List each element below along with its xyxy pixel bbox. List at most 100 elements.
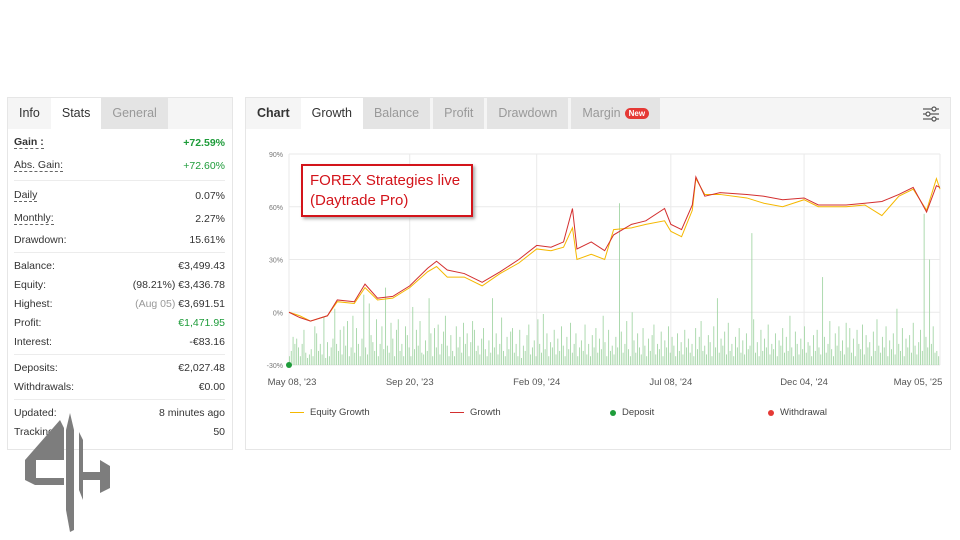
volume-bar bbox=[807, 342, 809, 365]
drawdown-label: Drawdown: bbox=[14, 233, 67, 246]
withdrawals-row: Withdrawals: €0.00 bbox=[14, 377, 225, 396]
balance-value: €3,499.43 bbox=[178, 259, 225, 272]
volume-bar bbox=[874, 350, 876, 365]
volume-bar bbox=[706, 354, 707, 365]
volume-bar bbox=[649, 350, 651, 365]
volume-bar bbox=[327, 342, 328, 365]
volume-bar bbox=[426, 350, 428, 365]
x-tick-label: Feb 09, '24 bbox=[513, 377, 560, 388]
volume-bar bbox=[537, 319, 539, 365]
volume-bar bbox=[597, 352, 599, 365]
volume-bar bbox=[421, 352, 423, 365]
tab-margin-label: Margin bbox=[582, 106, 621, 120]
tab-stats[interactable]: Stats bbox=[50, 98, 102, 129]
volume-bar bbox=[666, 347, 668, 365]
volume-bar bbox=[822, 277, 824, 365]
volume-bar bbox=[577, 356, 579, 365]
volume-bar bbox=[729, 350, 731, 365]
volume-bar bbox=[751, 233, 753, 365]
volume-bar bbox=[912, 322, 914, 365]
monthly-label[interactable]: Monthly: bbox=[14, 212, 54, 225]
volume-bar bbox=[512, 328, 513, 365]
volume-bar bbox=[504, 356, 506, 365]
volume-bar bbox=[325, 357, 327, 365]
volume-bar bbox=[747, 349, 749, 365]
volume-bar bbox=[869, 342, 871, 365]
volume-bar bbox=[655, 354, 657, 365]
monthly-row: Monthly: 2.27% bbox=[14, 207, 225, 230]
volume-bar bbox=[593, 347, 595, 365]
gain-label[interactable]: Gain : bbox=[14, 136, 44, 149]
volume-bar bbox=[307, 357, 309, 365]
volume-bar bbox=[698, 336, 700, 365]
volume-bar bbox=[910, 352, 912, 365]
tab-growth[interactable]: Growth bbox=[300, 98, 363, 129]
deposits-row: Deposits: €2,027.48 bbox=[14, 358, 225, 377]
updated-label: Updated: bbox=[14, 406, 57, 419]
volume-bar bbox=[682, 354, 684, 365]
volume-bar bbox=[348, 356, 350, 365]
volume-bar bbox=[620, 331, 622, 365]
volume-bar bbox=[640, 354, 642, 365]
legend-growth[interactable]: Growth bbox=[450, 407, 501, 418]
tab-balance[interactable]: Balance bbox=[362, 98, 431, 129]
volume-bar bbox=[905, 338, 907, 365]
volume-bar bbox=[570, 322, 571, 365]
volume-bar bbox=[829, 321, 831, 365]
volume-bar bbox=[744, 354, 746, 365]
volume-bar bbox=[395, 329, 397, 365]
profit-label: Profit: bbox=[14, 316, 42, 329]
tab-drawdown[interactable]: Drawdown bbox=[487, 98, 569, 129]
volume-bar bbox=[526, 335, 528, 365]
volume-bar bbox=[709, 342, 711, 365]
chart-label: Chart bbox=[257, 106, 290, 120]
volume-bar bbox=[588, 343, 590, 365]
volume-bar bbox=[778, 340, 780, 365]
interest-row: Interest: -€83.16 bbox=[14, 332, 225, 351]
volume-bar bbox=[615, 336, 617, 365]
volume-bar bbox=[566, 336, 568, 365]
volume-bar bbox=[323, 317, 325, 365]
volume-bar bbox=[347, 321, 348, 365]
volume-bar bbox=[479, 354, 481, 365]
legend-equity[interactable]: Equity Growth bbox=[290, 407, 370, 418]
volume-bar bbox=[697, 349, 698, 365]
volume-bar bbox=[437, 324, 439, 365]
chart-annotation: FOREX Strategies live (Daytrade Pro) bbox=[301, 164, 473, 217]
volume-bar bbox=[834, 333, 836, 365]
abs-gain-value: +72.60% bbox=[183, 159, 225, 172]
volume-bar bbox=[707, 335, 709, 365]
legend-deposit[interactable]: Deposit bbox=[610, 407, 654, 418]
volume-bar bbox=[805, 352, 807, 365]
volume-bar bbox=[638, 347, 640, 365]
volume-bar bbox=[555, 354, 557, 365]
volume-bar bbox=[386, 345, 388, 365]
volume-bar bbox=[716, 298, 718, 365]
volume-bar bbox=[446, 345, 448, 365]
volume-bar bbox=[524, 350, 526, 365]
tab-profit[interactable]: Profit bbox=[433, 98, 485, 129]
volume-bar bbox=[731, 343, 733, 365]
volume-bar bbox=[767, 324, 769, 365]
volume-bar bbox=[339, 329, 341, 365]
tab-info[interactable]: Info bbox=[19, 106, 40, 120]
volume-bar bbox=[776, 356, 778, 365]
equity-value: €3,436.78 bbox=[178, 278, 225, 291]
volume-bar bbox=[628, 349, 630, 365]
highest-date: (Aug 05) bbox=[135, 297, 176, 310]
annotation-line-2: (Daytrade Pro) bbox=[310, 192, 409, 209]
tab-margin[interactable]: Margin New bbox=[571, 98, 661, 129]
volume-bar bbox=[842, 340, 843, 365]
legend-withdrawal[interactable]: Withdrawal bbox=[768, 407, 827, 418]
volume-bar bbox=[316, 333, 318, 365]
settings-sliders-icon[interactable] bbox=[922, 105, 940, 123]
abs-gain-label[interactable]: Abs. Gain: bbox=[14, 159, 64, 172]
balance-row: Balance: €3,499.43 bbox=[14, 256, 225, 275]
volume-bar bbox=[664, 340, 666, 365]
tab-general[interactable]: General bbox=[101, 98, 168, 129]
volume-bar bbox=[591, 335, 593, 365]
volume-bar bbox=[392, 338, 394, 365]
volume-bar bbox=[653, 324, 655, 365]
daily-label[interactable]: Daily bbox=[14, 189, 38, 202]
chart-panel: Chart Growth Balance Profit Drawdown Mar… bbox=[245, 97, 951, 450]
